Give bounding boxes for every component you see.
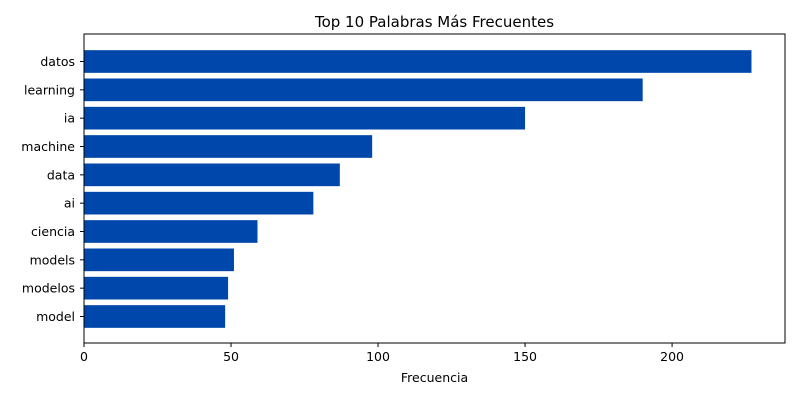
x-tick-label: 0 [80,349,88,364]
bar-learning [84,78,643,102]
bar-ciencia [84,220,258,243]
x-tick-label: 50 [223,349,239,364]
x-tick-label: 100 [366,349,390,364]
bar-data [84,163,340,187]
y-tick-label: ia [64,111,75,126]
y-tick-label: data [47,167,75,182]
bar-model [84,305,226,328]
x-axis-label: Frecuencia [401,370,468,385]
x-tick-label: 150 [513,349,537,364]
y-axis-ticks: datos learning ia machine data ai ciencia model… [21,54,84,324]
bar-ia [84,106,526,130]
bar-machine [84,135,373,158]
bar-modelos [84,276,229,300]
bar-models [84,248,234,272]
bar-ai [84,191,314,215]
bar-datos [84,50,752,73]
y-tick-label: ciencia [31,224,75,239]
y-tick-label: ai [64,196,75,211]
bars-group [84,50,752,328]
x-axis-ticks: 0 50 100 150 200 [80,343,684,364]
plot-frame [83,33,786,344]
y-tick-label: models [30,252,75,267]
y-tick-label: datos [40,54,75,69]
chart-title: Top 10 Palabras Más Frecuentes [314,13,554,31]
y-tick-label: modelos [22,281,75,296]
y-tick-label: machine [21,139,75,154]
x-tick-label: 200 [660,349,684,364]
y-tick-label: model [36,309,75,324]
y-tick-label: learning [24,82,75,97]
